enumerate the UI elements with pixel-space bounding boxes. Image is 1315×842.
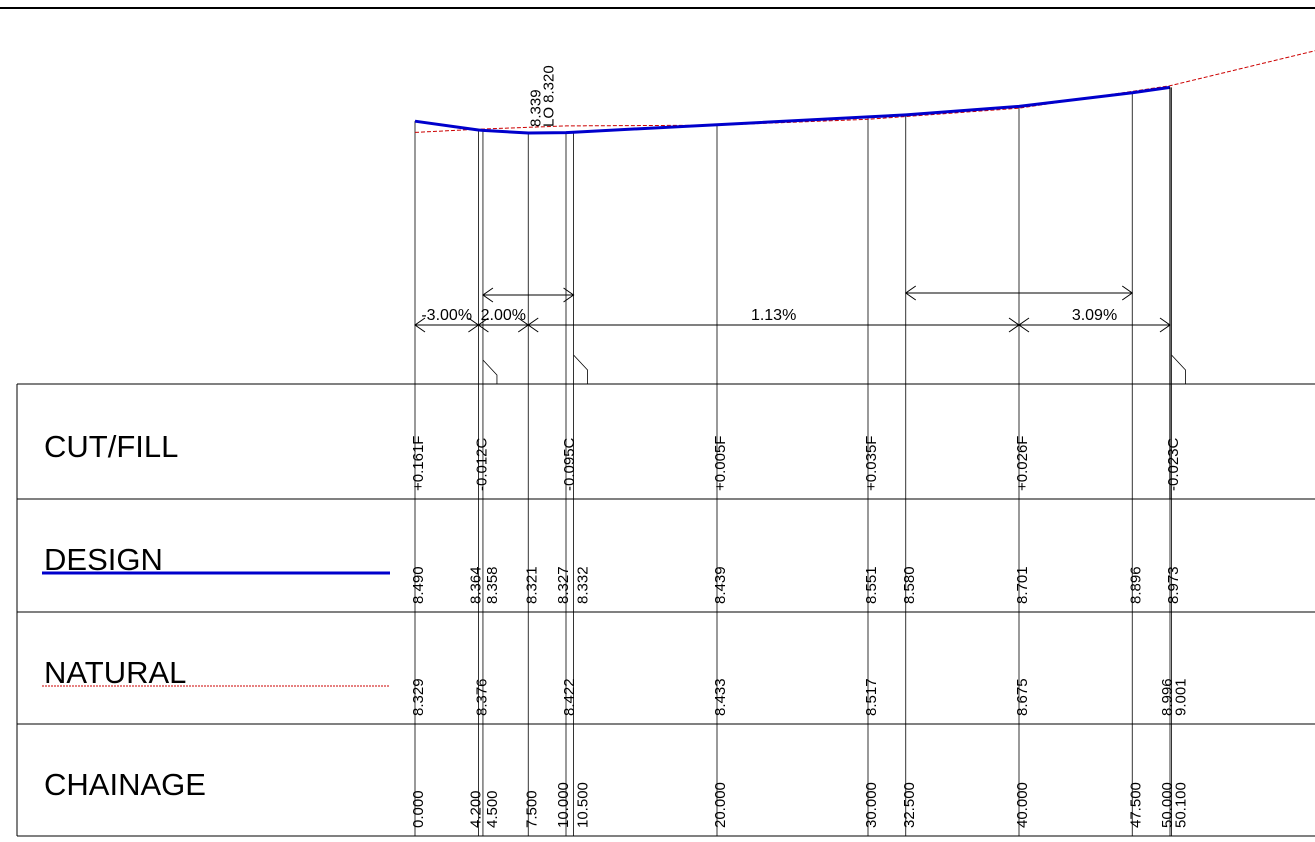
low-point-label: LO 8.320 bbox=[540, 65, 557, 127]
low-point-elevation: 8.339 bbox=[527, 89, 544, 127]
chainage-value-30.000: 30.000 bbox=[863, 782, 880, 828]
natural-value-40.000: 8.675 bbox=[1014, 678, 1031, 716]
grade-arrow-head-start-1 bbox=[477, 317, 489, 333]
natural-value-20.000: 8.433 bbox=[712, 678, 729, 716]
design-value-4.500: 8.358 bbox=[484, 566, 501, 604]
design-value-20.000: 8.439 bbox=[712, 566, 729, 604]
curve-extent-head-start-1 bbox=[904, 285, 917, 301]
row-label-natural: NATURAL bbox=[44, 655, 186, 690]
station-jog-mark-2 bbox=[1171, 354, 1186, 384]
design-value-50.000: 8.973 bbox=[1165, 566, 1182, 604]
chainage-value-4.500: 4.500 bbox=[484, 790, 501, 828]
row-label-design: DESIGN bbox=[44, 542, 163, 577]
natural-value-0.000: 8.329 bbox=[410, 678, 427, 716]
design-value-7.500: 8.321 bbox=[523, 566, 540, 604]
station-jog-mark-1 bbox=[573, 354, 588, 384]
row-label-cutfill: CUT/FILL bbox=[44, 429, 178, 464]
data-table: CUT/FILL DESIGN NATURAL CHAINAGE bbox=[16, 383, 1315, 837]
design-value-4.200: 8.364 bbox=[467, 566, 484, 604]
grade-arrow-head-start-2 bbox=[527, 317, 539, 333]
design-value-0.000: 8.490 bbox=[410, 566, 427, 604]
design-value-47.500: 8.896 bbox=[1127, 566, 1144, 604]
natural-value-50.000: 8.996 bbox=[1159, 678, 1176, 716]
design-value-10.000: 8.327 bbox=[555, 566, 572, 604]
chainage-value-20.000: 20.000 bbox=[712, 782, 729, 828]
chainage-value-40.000: 40.000 bbox=[1014, 782, 1031, 828]
row-label-chainage: CHAINAGE bbox=[44, 767, 206, 802]
design-surface-line bbox=[414, 85, 1171, 135]
design-value-30.000: 8.551 bbox=[863, 566, 880, 604]
curve-extent-head-end-1 bbox=[1121, 285, 1134, 301]
natural-value-30.000: 8.517 bbox=[863, 678, 880, 716]
cutfill-value-30.000: +0.035F bbox=[863, 436, 880, 491]
curve-extent-head-start-0 bbox=[482, 287, 494, 303]
cutfill-value-4.200: -0.012C bbox=[473, 437, 490, 491]
grade-label-2: 1.13% bbox=[751, 307, 796, 324]
design-value-10.500: 8.332 bbox=[575, 566, 592, 604]
chainage-value-50.000: 50.000 bbox=[1159, 782, 1176, 828]
natural-value-10.000: 8.422 bbox=[561, 678, 578, 716]
grade-label-1: 2.00% bbox=[481, 307, 526, 324]
chainage-value-7.500: 7.500 bbox=[523, 790, 540, 828]
chainage-value-50.100: 50.100 bbox=[1173, 782, 1190, 828]
cutfill-value-10.000: -0.095C bbox=[561, 437, 578, 491]
cutfill-value-50.000: -0.023C bbox=[1165, 437, 1182, 491]
chainage-value-10.500: 10.500 bbox=[575, 782, 592, 828]
chainage-value-10.000: 10.000 bbox=[555, 782, 572, 828]
station-jog-mark-0 bbox=[482, 359, 498, 384]
grade-label-0: -3.00% bbox=[421, 307, 472, 324]
grade-arrow-head-end-3 bbox=[1159, 317, 1171, 333]
natural-value-50.100: 9.001 bbox=[1173, 678, 1190, 716]
chainage-value-4.200: 4.200 bbox=[467, 790, 484, 828]
grade-label-3: 3.09% bbox=[1072, 307, 1117, 324]
grade-arrow-head-start-3 bbox=[1018, 317, 1030, 333]
design-value-40.000: 8.701 bbox=[1014, 566, 1031, 604]
design-value-32.500: 8.580 bbox=[901, 566, 918, 604]
chainage-value-32.500: 32.500 bbox=[901, 782, 918, 828]
chainage-value-47.500: 47.500 bbox=[1127, 782, 1144, 828]
cutfill-value-20.000: +0.005F bbox=[712, 436, 729, 491]
natural-value-4.200: 8.376 bbox=[473, 678, 490, 716]
table-values: +0.161F 8.490 8.329 0.000 -0.012C 8.364 8.376 4… bbox=[410, 436, 1190, 828]
cutfill-value-40.000: +0.026F bbox=[1014, 436, 1031, 491]
chainage-value-0.000: 0.000 bbox=[410, 790, 427, 828]
grade-arrow-head-start-0 bbox=[414, 317, 426, 333]
natural-surface-line bbox=[414, 50, 1315, 133]
cutfill-value-0.000: +0.161F bbox=[410, 436, 427, 491]
profile-graph bbox=[414, 50, 1315, 836]
curve-extent-head-end-0 bbox=[563, 287, 575, 303]
